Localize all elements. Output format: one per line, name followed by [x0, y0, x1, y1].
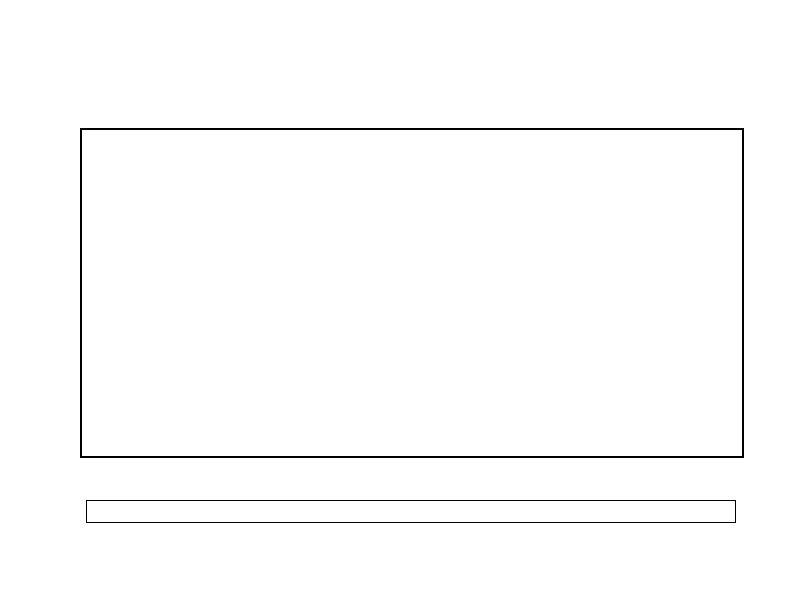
map-canvas: [82, 130, 742, 456]
map-plot: [80, 128, 744, 458]
colorbar: [86, 500, 736, 523]
